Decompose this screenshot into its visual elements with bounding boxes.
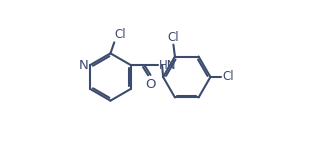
Text: Cl: Cl (115, 28, 126, 41)
Text: O: O (145, 78, 156, 91)
Text: Cl: Cl (222, 71, 234, 83)
Text: HN: HN (158, 59, 176, 72)
Text: Cl: Cl (168, 31, 179, 44)
Text: N: N (78, 59, 88, 72)
